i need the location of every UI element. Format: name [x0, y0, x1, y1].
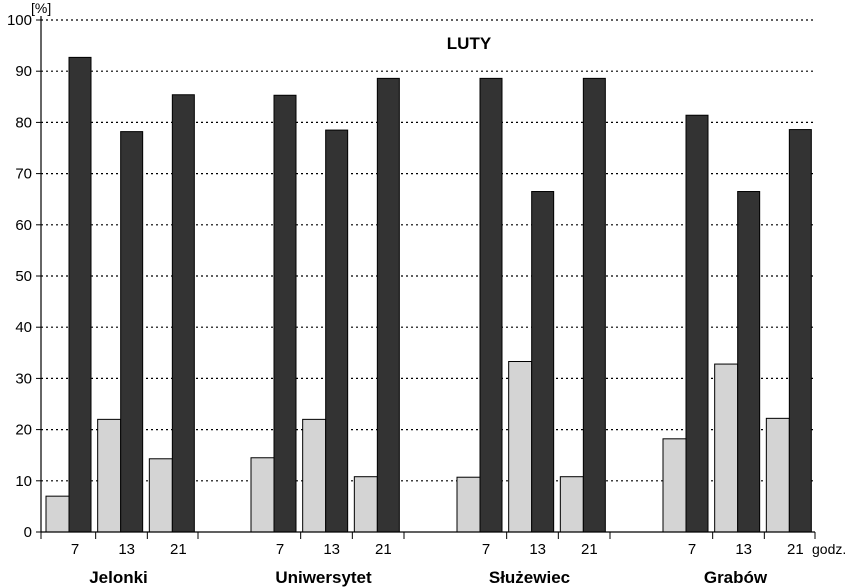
bar-light: [456, 476, 481, 533]
x-tick-label: 13: [529, 541, 546, 558]
x-tick-label: 21: [787, 541, 804, 558]
y-tick-label: 50: [15, 268, 32, 285]
x-tick-label: 7: [688, 541, 696, 558]
bar-dark: [376, 77, 400, 533]
bar-dark: [737, 191, 761, 533]
group-label: Uniwersytet: [275, 568, 372, 587]
x-tick-label: 13: [118, 541, 135, 558]
y-axis-label: [%]: [31, 0, 51, 16]
x-tick-label: 13: [735, 541, 752, 558]
y-tick-label: 30: [15, 370, 32, 387]
group-label: Służewiec: [489, 568, 570, 587]
bar-light: [97, 418, 122, 533]
bar-light: [508, 361, 533, 533]
bar-light: [765, 417, 790, 533]
y-tick-labels: 0 10 20 30 40 50 60 70 80 90 100: [7, 12, 32, 541]
y-tick-label: 100: [7, 12, 32, 29]
bar-light: [45, 495, 70, 533]
x-tick-label: 21: [170, 541, 187, 558]
bar-light: [250, 457, 275, 533]
bar-light: [302, 418, 327, 533]
x-tick-label: 21: [375, 541, 392, 558]
chart-title: LUTY: [447, 34, 492, 53]
x-axis-label: godz.: [812, 541, 846, 557]
bar-light: [662, 438, 687, 533]
group-label: Grabów: [704, 568, 768, 587]
x-tick-label: 21: [581, 541, 598, 558]
bar-light: [353, 476, 378, 533]
bar-dark: [685, 114, 709, 533]
group-labels: Jelonki Uniwersytet Służewiec Grabów: [89, 568, 768, 587]
bar-dark: [582, 77, 606, 533]
bar-dark: [171, 94, 195, 533]
y-tick-label: 10: [15, 473, 32, 490]
bar-dark: [120, 131, 144, 533]
x-tick-labels: 7 13 21 7 13 21 7 13 21 7 13 21: [71, 541, 804, 558]
x-tick-label: 7: [276, 541, 284, 558]
bar-dark: [788, 129, 812, 533]
y-tick-label: 90: [15, 63, 32, 80]
x-tick-label: 7: [71, 541, 79, 558]
y-tick-label: 40: [15, 319, 32, 336]
bar-light: [148, 458, 173, 533]
bar-dark: [68, 56, 92, 533]
bar-light: [714, 363, 739, 533]
y-tick-label: 60: [15, 217, 32, 234]
y-tick-label: 80: [15, 114, 32, 131]
axes: [36, 16, 816, 539]
y-tick-label: 20: [15, 422, 32, 439]
x-tick-label: 13: [323, 541, 340, 558]
bar-dark: [479, 77, 503, 533]
y-tick-label: 70: [15, 166, 32, 183]
bar-dark: [273, 94, 297, 533]
bars: [45, 56, 812, 533]
bar-light: [559, 476, 584, 533]
bar-dark: [531, 191, 555, 533]
y-tick-label: 0: [24, 524, 32, 541]
x-tick-label: 7: [482, 541, 490, 558]
bar-dark: [325, 129, 349, 533]
group-label: Jelonki: [89, 568, 148, 587]
